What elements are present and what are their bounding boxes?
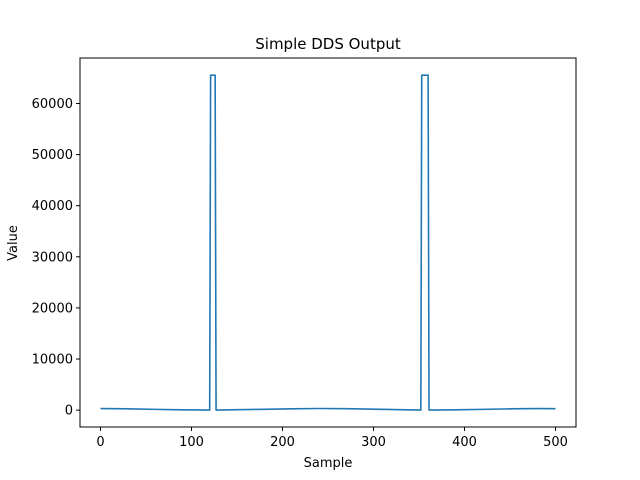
y-tick-label: 50000	[32, 148, 73, 163]
y-tick-label: 60000	[32, 97, 73, 112]
x-axis-ticks: 0 100 200 300 400 500	[96, 427, 568, 450]
x-tick-label: 400	[452, 435, 477, 450]
y-axis-ticks: 0 10000 20000 30000 40000 50000 60000	[32, 97, 80, 419]
y-tick-label: 40000	[32, 199, 73, 214]
x-tick-label: 100	[179, 435, 204, 450]
y-axis-title: Value	[6, 225, 21, 261]
chart-title: Simple DDS Output	[255, 35, 401, 53]
y-tick-label: 10000	[32, 353, 73, 368]
y-tick-label: 20000	[32, 301, 73, 316]
x-tick-label: 0	[96, 435, 104, 450]
series-line-0	[100, 74, 556, 411]
x-tick-label: 200	[270, 435, 295, 450]
y-tick-label: 30000	[32, 250, 73, 265]
series-layer	[100, 74, 556, 411]
x-axis-title: Sample	[304, 456, 353, 471]
x-tick-label: 500	[543, 435, 568, 450]
plot-frame	[79, 57, 577, 428]
y-tick-label: 0	[65, 404, 73, 419]
x-tick-label: 300	[361, 435, 386, 450]
